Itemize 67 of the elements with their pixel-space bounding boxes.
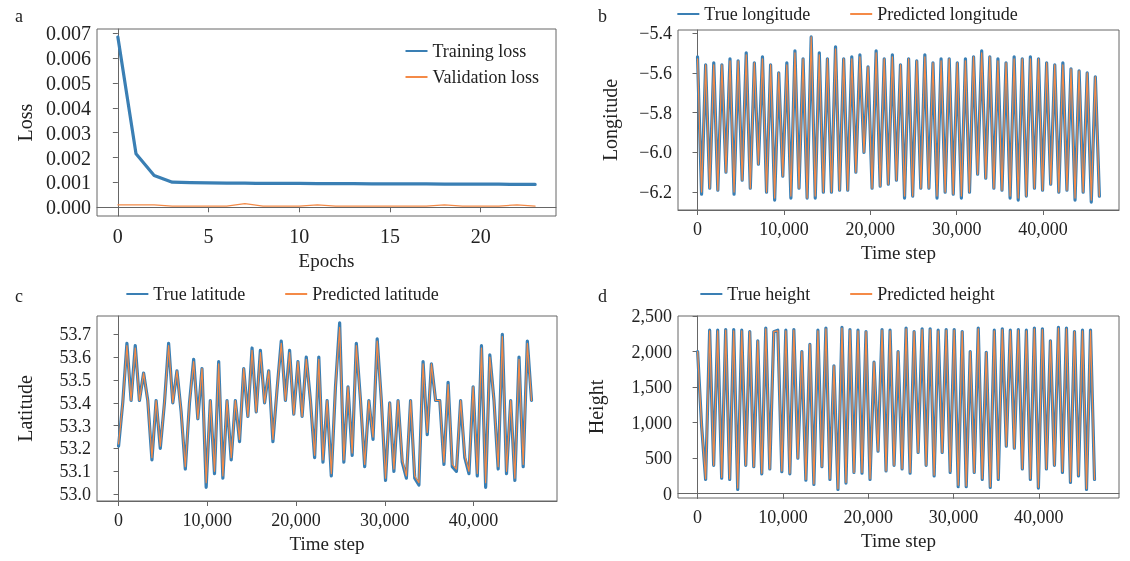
legend-label: True longitude bbox=[704, 4, 811, 24]
y-tick-label: −5.6 bbox=[639, 62, 672, 83]
chart-title: c bbox=[15, 286, 23, 306]
y-tick-label: 53.0 bbox=[59, 484, 91, 505]
y-tick-label: 0.002 bbox=[46, 146, 91, 169]
y-tick-label: 0.000 bbox=[46, 196, 91, 219]
y-tick-label: 53.2 bbox=[59, 438, 91, 459]
x-tick-label: 0 bbox=[693, 219, 703, 239]
y-axis-title: Height bbox=[585, 379, 608, 435]
x-axis-title: Epochs bbox=[298, 249, 355, 271]
x-axis-title: Time step bbox=[861, 529, 936, 551]
x-tick-label: 30,000 bbox=[931, 219, 982, 239]
chart-title: b bbox=[598, 6, 607, 26]
y-tick-label: 2,000 bbox=[631, 341, 672, 362]
y-tick-label: 53.6 bbox=[59, 347, 91, 368]
y-axis-title: Loss bbox=[14, 103, 36, 142]
y-tick-label: 0 bbox=[663, 483, 672, 504]
y-tick-label: 53.1 bbox=[59, 461, 91, 482]
chart-title: d bbox=[598, 286, 607, 306]
x-tick-label: 20,000 bbox=[845, 219, 896, 239]
y-axis-title: Latitude bbox=[14, 375, 36, 442]
y-tick-label: 53.7 bbox=[59, 324, 91, 345]
x-tick-label: 10 bbox=[289, 225, 310, 247]
x-tick-label: 20,000 bbox=[843, 507, 893, 527]
x-tick-label: 5 bbox=[203, 225, 214, 247]
y-tick-label: −6.2 bbox=[639, 182, 672, 203]
y-tick-label: 0.007 bbox=[46, 22, 91, 45]
legend-label: Predicted latitude bbox=[312, 284, 439, 304]
y-tick-label: −5.4 bbox=[639, 22, 672, 43]
legend-label: Predicted longitude bbox=[877, 4, 1018, 24]
y-tick-label: 1,000 bbox=[631, 412, 672, 433]
y-tick-label: −5.8 bbox=[639, 102, 672, 123]
y-tick-label: 2,500 bbox=[631, 306, 672, 326]
x-tick-label: 40,000 bbox=[448, 510, 499, 530]
y-tick-label: 0.005 bbox=[46, 71, 91, 94]
x-tick-label: 40,000 bbox=[1014, 507, 1064, 527]
y-tick-label: 0.006 bbox=[46, 47, 91, 70]
x-tick-label: 20 bbox=[470, 225, 491, 247]
x-tick-label: 30,000 bbox=[928, 507, 979, 527]
y-tick-label: 1,500 bbox=[631, 377, 672, 398]
x-axis-title: Time step bbox=[861, 241, 936, 263]
legend-label: True latitude bbox=[153, 284, 246, 304]
x-tick-label: 10,000 bbox=[759, 219, 809, 239]
y-axis-title: Longitude bbox=[599, 78, 622, 162]
legend-label: True height bbox=[727, 284, 811, 304]
x-tick-label: 0 bbox=[112, 225, 123, 247]
x-tick-label: 0 bbox=[693, 507, 703, 527]
y-tick-label: 0.004 bbox=[46, 96, 91, 119]
x-tick-label: 15 bbox=[380, 225, 400, 247]
chart-title: a bbox=[15, 6, 23, 26]
legend-label: Predicted height bbox=[877, 284, 995, 304]
x-tick-label: 10,000 bbox=[758, 507, 808, 527]
x-tick-label: 30,000 bbox=[360, 510, 410, 530]
y-tick-label: 500 bbox=[645, 448, 672, 469]
legend-label: Training loss bbox=[432, 41, 527, 61]
x-axis-title: Time step bbox=[289, 532, 365, 554]
y-tick-label: 53.5 bbox=[59, 369, 91, 390]
legend-label: Validation loss bbox=[432, 67, 539, 87]
y-tick-label: 0.001 bbox=[46, 171, 91, 194]
y-tick-label: 0.003 bbox=[46, 121, 91, 144]
x-tick-label: 10,000 bbox=[182, 510, 233, 530]
y-tick-label: −6.0 bbox=[639, 142, 672, 163]
x-tick-label: 40,000 bbox=[1018, 219, 1068, 239]
y-tick-label: 53.4 bbox=[59, 392, 91, 413]
x-tick-label: 20,000 bbox=[271, 510, 321, 530]
y-tick-label: 53.3 bbox=[59, 415, 91, 436]
x-tick-label: 0 bbox=[114, 510, 124, 530]
